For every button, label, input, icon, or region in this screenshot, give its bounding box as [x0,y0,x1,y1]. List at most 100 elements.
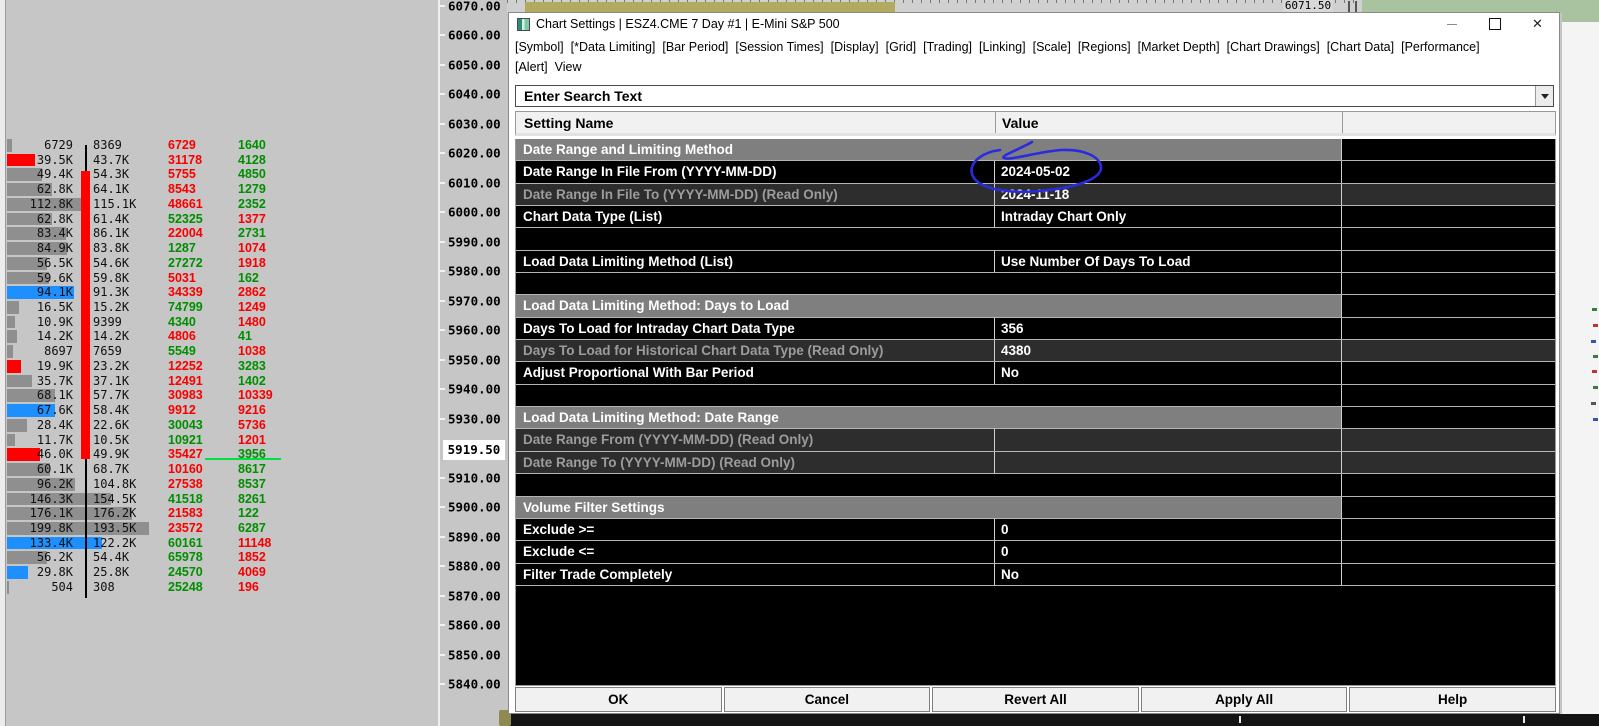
menu-item-chart-drawings[interactable]: [Chart Drawings] [1226,40,1320,54]
profile-bar [7,404,55,417]
profile-cell: 1640 [238,138,266,152]
settings-row-date-range-to-yyyy-mm-dd-read-only: Date Range To (YYYY-MM-DD) (Read Only) [516,451,1555,475]
menu-item-chart-data[interactable]: [Chart Data] [1326,40,1395,54]
profile-row: 29.8K 25.8K 24570 4069 [6,565,306,580]
profile-row: 16.5K 15.2K 74799 1249 [6,300,306,315]
setting-value[interactable]: No [995,563,1342,585]
menu-item-scale[interactable]: [Scale] [1032,40,1071,54]
profile-bar [7,301,19,314]
profile-cell: 1852 [238,550,266,565]
profile-cell: 41 [238,329,252,344]
profile-cell: 4069 [238,565,266,580]
profile-cell: 64.1K [93,182,130,197]
maximize-button[interactable] [1473,13,1516,35]
settings-row-adjust-proportional-with-bar-period[interactable]: Adjust Proportional With Bar Period No [516,362,1555,385]
profile-row: 35.7K 37.1K 12491 1402 [6,374,306,389]
menu-item-grid[interactable]: [Grid] [885,40,917,54]
settings-spacer-row [516,273,1555,296]
close-button[interactable]: ✕ [1516,13,1559,35]
settings-row-chart-data-type-list[interactable]: Chart Data Type (List) Intraday Chart Onl… [516,206,1555,229]
price-scale[interactable]: 5919.50 6070.00 6060.00 6050.00 6040.00 6030… [438,0,507,726]
menu-item-market-depth[interactable]: [Market Depth] [1137,40,1220,54]
menu-item-symbol[interactable]: [Symbol] [515,40,564,54]
price-tick [440,181,445,184]
setting-value[interactable]: Intraday Chart Only [995,206,1342,228]
profile-cell: 67.6K [36,403,73,418]
profile-cell: 56.2K [36,550,73,565]
menu-item-regions[interactable]: [Regions] [1077,40,1131,54]
price-tick-label: 5880.00 [448,558,501,574]
menu-item-linking[interactable]: [Linking] [979,40,1026,54]
price-tick-label: 5870.00 [448,588,501,604]
profile-cell: 23.2K [93,358,130,373]
settings-row-exclude[interactable]: Exclude >= 0 [516,518,1555,542]
profile-row: 10.9K 9399 4340 1480 [6,315,306,330]
menu-item-display[interactable]: [Display] [830,40,879,54]
profile-cell: 115.1K [93,196,137,211]
price-tick-label: 6030.00 [448,116,501,132]
profile-cell: 9216 [238,403,266,418]
settings-row-date-range-in-file-from-yyyy-mm-dd[interactable]: Date Range In File From (YYYY-MM-DD) 2024… [516,161,1555,184]
menu-item-session-times[interactable]: [Session Times] [735,40,824,54]
profile-cell: 1480 [238,314,266,329]
profile-row: 11.7K 10.5K 10921 1201 [6,433,306,448]
profile-cell: 58.4K [93,403,130,418]
spacer-cell [516,228,1342,250]
profile-row: 56.2K 54.4K 65978 1852 [6,550,306,565]
menu-item-performance[interactable]: [Performance] [1401,40,1480,54]
setting-value[interactable]: 356 [995,317,1342,340]
profile-cell: 60161 [168,535,203,550]
menu-item-bar-period[interactable]: [Bar Period] [662,40,729,54]
profile-cell: 5549 [168,344,196,359]
help-button[interactable]: Help [1349,687,1556,712]
profile-bar [7,315,15,329]
apply-all-button[interactable]: Apply All [1140,687,1348,712]
settings-row-days-to-load-for-intraday-chart-data-type[interactable]: Days To Load for Intraday Chart Data Typ… [516,317,1555,341]
profile-cell: 1201 [238,432,266,447]
chart-mark [1591,402,1596,405]
menu-item-view[interactable]: View [554,60,582,74]
chart-settings-dialog: Chart Settings | ESZ4.CME 7 Day #1 | E-M… [508,12,1560,714]
profile-cell: 27538 [168,476,203,491]
price-tick [440,211,445,214]
settings-row-load-data-limiting-method-list[interactable]: Load Data Limiting Method (List) Use Numb… [516,250,1555,274]
settings-row-filter-trade-completely[interactable]: Filter Trade Completely No [516,563,1555,586]
profile-cell: 57.7K [93,388,130,403]
setting-value[interactable]: 0 [995,518,1342,541]
section-title: Load Data Limiting Method: Days to Load [516,295,1342,317]
search-dropdown-button[interactable] [1535,86,1553,106]
profile-row: 56.5K 54.6K 27272 1918 [6,256,306,271]
ok-button[interactable]: OK [515,687,722,712]
menu-item-data-limiting[interactable]: [*Data Limiting] [570,40,656,54]
profile-cell: 16.5K [36,300,73,315]
profile-cell: 84.9K [36,241,73,256]
menu-item-trading[interactable]: [Trading] [923,40,973,54]
extra-cell [1342,564,1555,585]
profile-cell: 59.6K [36,270,73,285]
settings-row-exclude[interactable]: Exclude <= 0 [516,541,1555,564]
setting-name-label: Load Data Limiting Method (List) [516,250,995,273]
profile-cell: 68.1K [36,388,73,403]
search-box [515,85,1554,107]
spacer-cell [516,474,1342,496]
setting-value[interactable]: No [995,362,1342,384]
profile-cell: 5755 [168,167,196,182]
profile-row: 46.0K 49.9K 35427 3956 [6,447,306,462]
setting-value[interactable]: 2024-05-02 [995,161,1342,183]
price-tick [440,683,445,686]
search-input[interactable] [516,86,1535,106]
menu-item-alert[interactable]: [Alert] [515,60,548,74]
profile-row: 6729 8369 6729 1640 [6,138,306,153]
background-volume-bar [525,2,895,13]
setting-value[interactable]: Use Number Of Days To Load [995,250,1342,273]
minimize-button[interactable] [1430,13,1473,35]
setting-value[interactable]: 0 [995,541,1342,563]
profile-bar [7,227,66,241]
menu-row-1: [Symbol] [*Data Limiting] [Bar Period] [Ses… [515,37,1555,57]
revert-all-button[interactable]: Revert All [932,687,1139,712]
profile-row: 19.9K 23.2K 12252 3283 [6,359,306,374]
profile-cell: 10.5K [93,432,130,447]
cancel-button[interactable]: Cancel [723,687,931,712]
price-tick-label: 5950.00 [448,352,501,368]
